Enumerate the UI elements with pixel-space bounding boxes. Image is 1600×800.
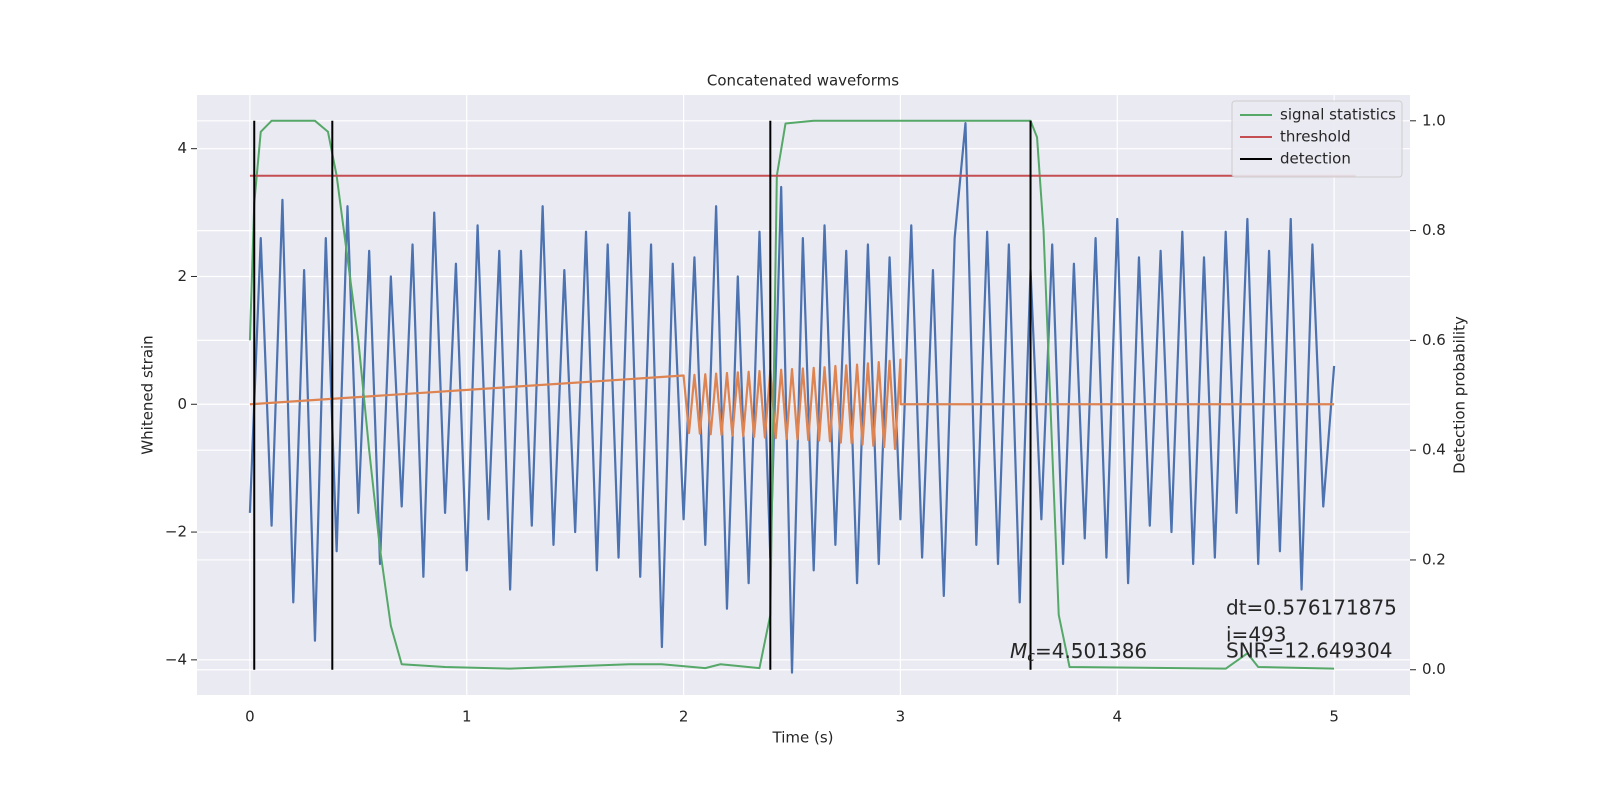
y-axis-label: Whitened strain [139, 335, 157, 454]
y-tick-label: 0 [177, 395, 187, 413]
y2-tick-label: 1.0 [1422, 111, 1446, 129]
legend-label: threshold [1280, 128, 1351, 146]
legend-box [1231, 100, 1403, 178]
y2-axis-label: Detection probability [1451, 316, 1469, 474]
annotation-text: =4.501386 [1035, 639, 1147, 663]
annotation-symbol: M [1010, 639, 1027, 663]
legend-label: detection [1280, 150, 1351, 168]
x-tick-label: 1 [462, 708, 472, 726]
legend-label: signal statistics [1280, 106, 1396, 124]
x-tick-label: 0 [245, 708, 255, 726]
x-tick-label: 2 [679, 708, 689, 726]
series-line [248, 122, 1336, 674]
y2-tick-label: 0.4 [1422, 441, 1446, 459]
series-line [249, 358, 1335, 451]
x-tick-label: 3 [896, 708, 906, 726]
annotation-subscript: c [1027, 649, 1035, 665]
annotation: dt=0.576171875 [1226, 596, 1397, 620]
y-tick-label: −4 [165, 650, 187, 668]
y2-tick-label: 0.8 [1422, 221, 1446, 239]
y2-tick-label: 0.0 [1422, 660, 1446, 678]
y-tick-label: −2 [165, 523, 187, 541]
annotation: SNR=12.649304 [1226, 639, 1392, 663]
x-tick-label: 4 [1112, 708, 1122, 726]
y2-tick-label: 0.2 [1422, 550, 1446, 568]
x-tick-label: 5 [1329, 708, 1339, 726]
chart-title: Concatenated waveforms [707, 72, 899, 90]
y-tick-label: 4 [177, 139, 187, 157]
y2-tick-label: 0.6 [1422, 331, 1446, 349]
annotation: i=493 [1226, 623, 1287, 647]
y-tick-label: 2 [177, 267, 187, 285]
annotation: Mc=4.501386 [1010, 639, 1147, 666]
x-axis-label: Time (s) [772, 729, 834, 747]
